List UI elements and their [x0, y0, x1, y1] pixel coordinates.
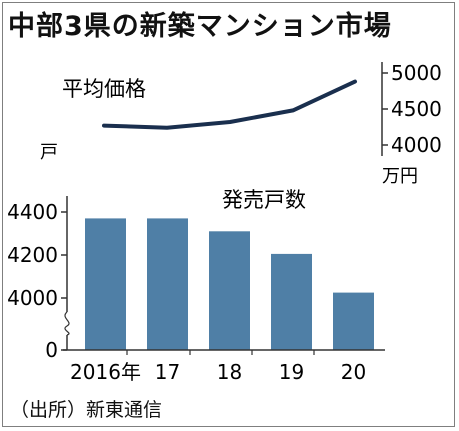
line-tick-label-2: 4000: [391, 133, 442, 157]
bar-20: [333, 292, 374, 350]
bar-2016年: [85, 218, 126, 350]
source-note: （出所）新東通信: [10, 399, 163, 421]
bar-unit-label: 戸: [40, 142, 58, 163]
x-tick-label-4: 20: [341, 360, 366, 384]
chart-frame: [2, 2, 455, 427]
x-tick-label-2: 18: [217, 360, 242, 384]
price-series-label: 平均価格: [62, 77, 146, 101]
line-unit-label: 万円: [382, 166, 418, 187]
x-tick-label-0: 2016年: [70, 360, 141, 384]
bar-tick-label-1: 4200: [7, 243, 58, 267]
bar-19: [271, 253, 312, 350]
bar-tick-label-3: 0: [45, 338, 58, 362]
x-tick-label-1: 17: [155, 360, 180, 384]
bar-tick-label-2: 4000: [7, 286, 58, 310]
chart-title: 中部3県の新築マンション市場: [8, 11, 392, 42]
axis-break-mark: [64, 311, 70, 336]
bar-18: [209, 231, 250, 350]
x-tick-label-3: 19: [279, 360, 304, 384]
bar-tick-label-0: 4400: [7, 200, 58, 224]
units-series-label: 発売戸数: [222, 188, 306, 212]
line-tick-label-0: 5000: [391, 61, 442, 85]
bar-17: [147, 218, 188, 350]
line-tick-label-1: 4500: [391, 97, 442, 121]
price-line: [102, 79, 357, 130]
